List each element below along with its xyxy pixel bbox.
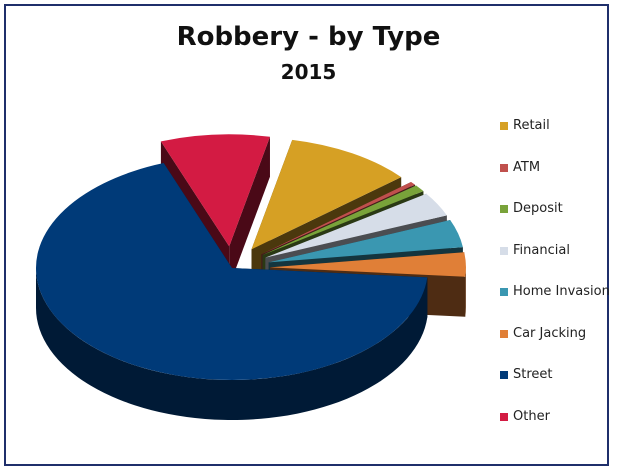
legend-label: Home Invasion bbox=[513, 284, 610, 299]
legend-label: Car Jacking bbox=[513, 325, 587, 341]
pie-slice-street bbox=[35, 163, 428, 420]
legend-label: Retail bbox=[513, 118, 550, 133]
pie-slice-wall bbox=[229, 136, 270, 287]
pie-slice-top bbox=[261, 181, 416, 255]
pie-slice-top bbox=[262, 185, 424, 256]
legend-swatch bbox=[500, 163, 508, 172]
pie-slice-rim bbox=[36, 268, 428, 420]
pie-slice-rim bbox=[465, 267, 466, 317]
legend-label: Street bbox=[513, 367, 553, 382]
legend-item-atm: ATM bbox=[500, 160, 612, 202]
chart-subtitle: 2015 bbox=[280, 60, 337, 84]
legend-item-street: Street bbox=[500, 367, 612, 409]
legend-item-financial: Financial bbox=[500, 243, 612, 285]
pie-slice-top bbox=[269, 252, 466, 277]
legend-swatch bbox=[500, 246, 508, 255]
legend-swatch bbox=[500, 122, 508, 130]
legend-item-car-jacking: Car Jacking bbox=[500, 326, 612, 368]
legend-label: ATM bbox=[513, 159, 541, 175]
legend-swatch bbox=[500, 371, 508, 379]
pie-slice-top bbox=[160, 134, 270, 247]
legend-swatch bbox=[500, 288, 508, 296]
legend-swatch bbox=[500, 205, 508, 213]
legend-item-home-invasion: Home Invasion bbox=[500, 284, 612, 326]
chart-title: Robbery - by Type bbox=[176, 22, 441, 52]
pie-slice-top bbox=[268, 220, 463, 263]
legend-label: Deposit bbox=[513, 201, 563, 216]
chart-legend: Retail ATM Deposit Financial Home Invasion Ca… bbox=[500, 118, 612, 450]
legend-label: Financial bbox=[513, 242, 570, 258]
pie-slice-top bbox=[265, 193, 447, 258]
legend-item-retail: Retail bbox=[500, 118, 612, 160]
legend-label: Other bbox=[513, 408, 550, 424]
pie-slice-top bbox=[251, 139, 402, 250]
legend-swatch bbox=[500, 412, 508, 421]
legend-swatch bbox=[500, 329, 508, 338]
pie-slice-top bbox=[35, 163, 428, 380]
legend-item-deposit: Deposit bbox=[500, 201, 612, 243]
legend-item-other: Other bbox=[500, 409, 612, 451]
